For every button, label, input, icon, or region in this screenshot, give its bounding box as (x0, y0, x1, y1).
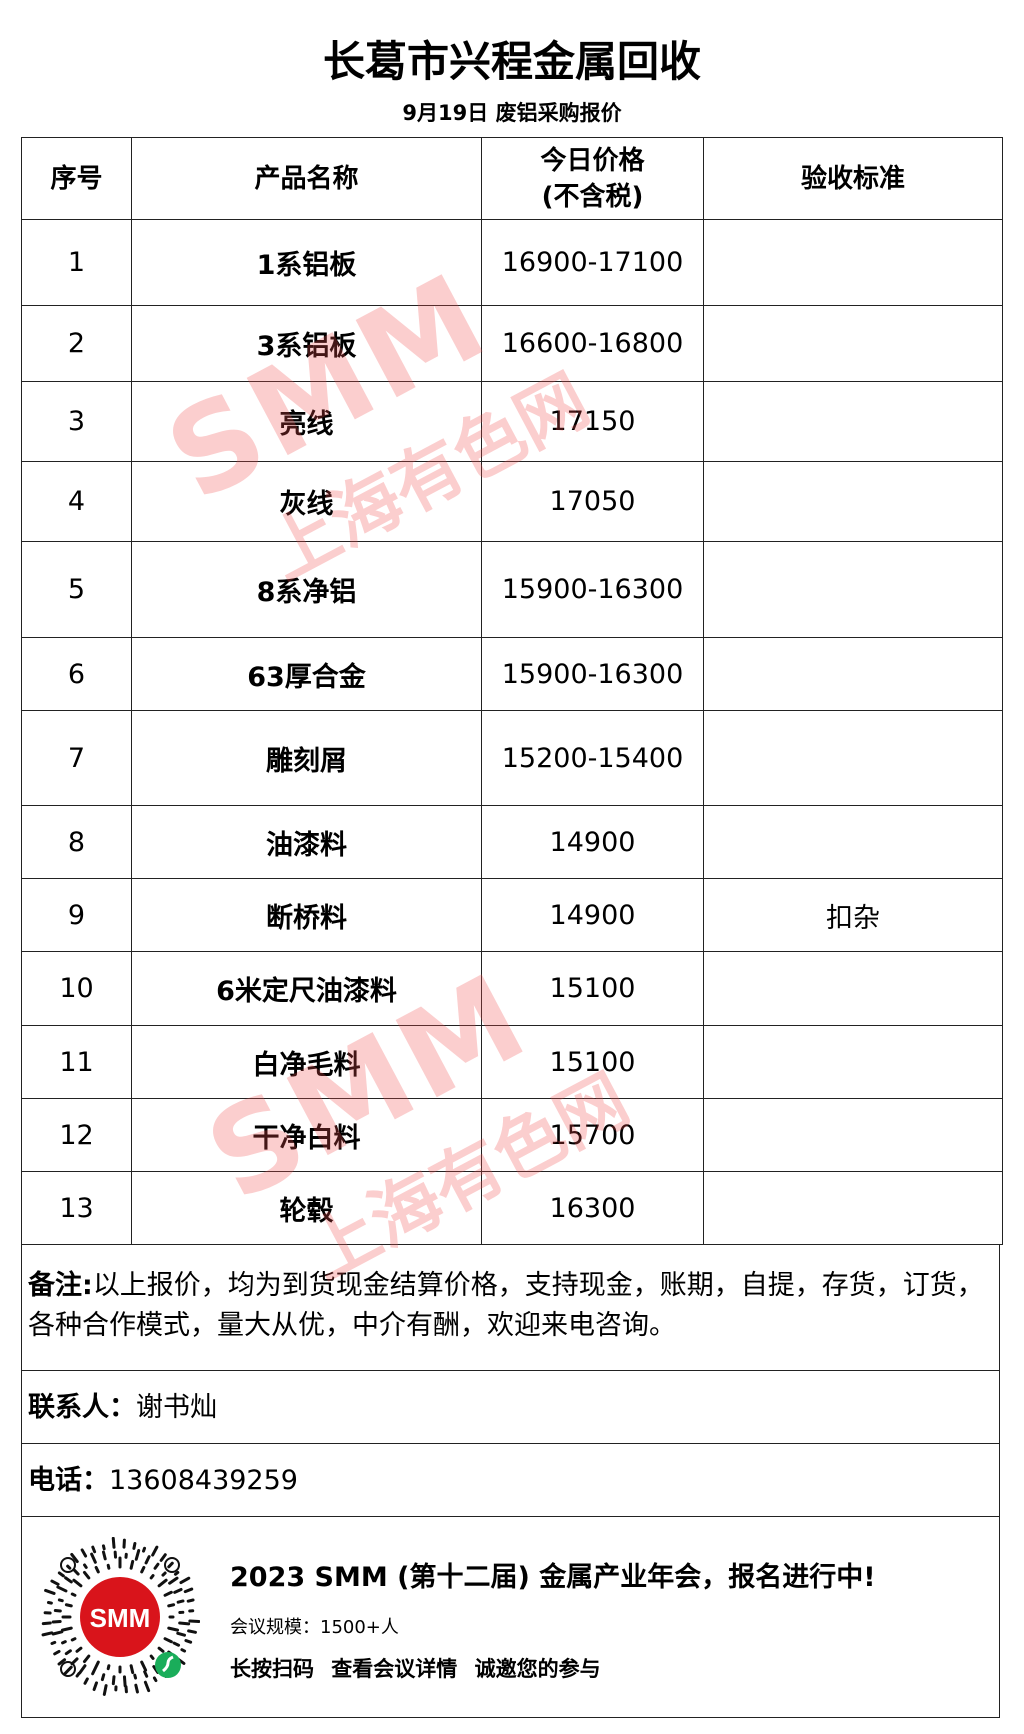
price: 16900-17100 (481, 219, 704, 306)
row-number: 8 (21, 805, 132, 879)
product-name: 1系铝板 (131, 219, 482, 306)
product-name: 3系铝板 (131, 305, 482, 382)
product-name: 干净白料 (131, 1098, 482, 1172)
product-name: 灰线 (131, 461, 482, 542)
price: 17150 (481, 381, 704, 462)
price: 17050 (481, 461, 704, 542)
price: 16300 (481, 1171, 704, 1245)
price: 15700 (481, 1098, 704, 1172)
banner-cta: 长按扫码 查看会议详情 诚邀您的参与 (230, 1657, 601, 1681)
header-name: 产品名称 (131, 137, 482, 220)
acceptance-standard (703, 219, 1003, 306)
qr-code-icon[interactable]: SMM (40, 1537, 200, 1697)
row-number: 5 (21, 541, 132, 638)
row-number: 12 (21, 1098, 132, 1172)
page-subtitle: 9月19日 废铝采购报价 (402, 101, 622, 125)
conference-banner: SMM 2023 SMM (第十二届) 金属产业年会，报名进行中! 会议规模：1… (21, 1517, 1000, 1718)
table-header: 序号 产品名称 今日价格 (不含税) 验收标准 (21, 137, 1003, 220)
row-number: 6 (21, 637, 132, 711)
acceptance-standard (703, 1171, 1003, 1245)
row-number: 1 (21, 219, 132, 306)
contact: 联系人：谢书灿 (21, 1371, 1000, 1444)
price: 15100 (481, 951, 704, 1026)
price: 15200-15400 (481, 710, 704, 806)
table-row: 8 油漆料 14900 (21, 805, 1003, 879)
phone: 电话：13608439259 (21, 1444, 1000, 1517)
row-number: 3 (21, 381, 132, 462)
row-number: 11 (21, 1025, 132, 1099)
header-price: 今日价格 (不含税) (481, 137, 704, 220)
table-row: 12 干净白料 15700 (21, 1098, 1003, 1172)
acceptance-standard (703, 805, 1003, 879)
banner-headline: 2023 SMM (第十二届) 金属产业年会，报名进行中! (230, 1562, 876, 1593)
price: 15900-16300 (481, 637, 704, 711)
header-no: 序号 (21, 137, 132, 220)
banner-scale: 会议规模：1500+人 (230, 1617, 399, 1638)
table-row: 4 灰线 17050 (21, 461, 1003, 542)
row-number: 9 (21, 878, 132, 952)
table-row: 11 白净毛料 15100 (21, 1025, 1003, 1099)
header-standard: 验收标准 (703, 137, 1003, 220)
table-row: 13 轮毂 16300 (21, 1171, 1003, 1245)
acceptance-standard (703, 541, 1003, 638)
table-row: 9 断桥料 14900 扣杂 (21, 878, 1003, 952)
table-row: 7 雕刻屑 15200-15400 (21, 710, 1003, 806)
table-row: 6 63厚合金 15900-16300 (21, 637, 1003, 711)
row-number: 2 (21, 305, 132, 382)
notes: 备注:以上报价，均为到货现金结算价格，支持现金，账期，自提，存货，订货，各种合作… (21, 1244, 1000, 1371)
acceptance-standard (703, 1098, 1003, 1172)
product-name: 8系净铝 (131, 541, 482, 638)
price: 15900-16300 (481, 541, 704, 638)
product-name: 轮毂 (131, 1171, 482, 1245)
product-name: 白净毛料 (131, 1025, 482, 1099)
row-number: 4 (21, 461, 132, 542)
table-row: 2 3系铝板 16600-16800 (21, 305, 1003, 382)
svg-text:SMM: SMM (90, 1603, 151, 1633)
table-row: 1 1系铝板 16900-17100 (21, 219, 1003, 306)
acceptance-standard (703, 461, 1003, 542)
row-number: 7 (21, 710, 132, 806)
table-row: 3 亮线 17150 (21, 381, 1003, 462)
product-name: 油漆料 (131, 805, 482, 879)
table-row: 5 8系净铝 15900-16300 (21, 541, 1003, 638)
acceptance-standard (703, 951, 1003, 1026)
price: 14900 (481, 805, 704, 879)
row-number: 10 (21, 951, 132, 1026)
price: 16600-16800 (481, 305, 704, 382)
price-table: 序号 产品名称 今日价格 (不含税) 验收标准 1 1系铝板 16900-17100 2… (21, 137, 1003, 1245)
page-title: 长葛市兴程金属回收 (322, 37, 701, 86)
product-name: 断桥料 (131, 878, 482, 952)
product-name: 雕刻屑 (131, 710, 482, 806)
product-name: 6米定尺油漆料 (131, 951, 482, 1026)
acceptance-standard (703, 305, 1003, 382)
acceptance-standard: 扣杂 (703, 878, 1003, 952)
product-name: 63厚合金 (131, 637, 482, 711)
acceptance-standard (703, 710, 1003, 806)
acceptance-standard (703, 637, 1003, 711)
acceptance-standard (703, 1025, 1003, 1099)
product-name: 亮线 (131, 381, 482, 462)
price: 15100 (481, 1025, 704, 1099)
table-row: 10 6米定尺油漆料 15100 (21, 951, 1003, 1026)
price: 14900 (481, 878, 704, 952)
row-number: 13 (21, 1171, 132, 1245)
acceptance-standard (703, 381, 1003, 462)
